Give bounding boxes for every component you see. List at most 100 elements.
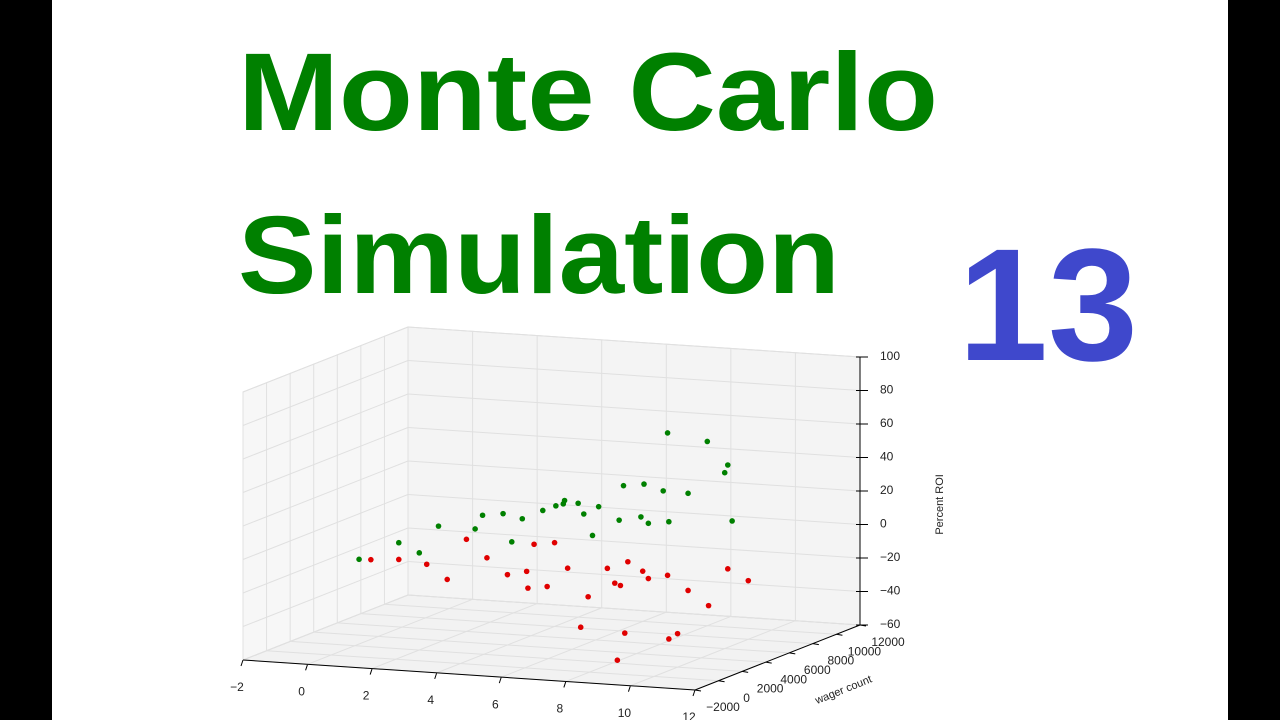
data-point [620,482,627,489]
data-point [674,630,681,637]
grid-line [290,640,743,672]
data-point [589,532,596,539]
data-point [416,550,423,556]
data-point [685,587,691,594]
grid-line [242,527,409,594]
y-tick-label: 4000 [780,672,807,686]
grid-line [242,594,409,661]
tick-mark [563,681,567,688]
x-tick-label: 10 [618,706,632,720]
data-point [664,430,671,436]
grid-line [266,650,719,682]
z-tick-label: 40 [880,450,894,464]
data-point [523,568,530,575]
data-point [395,556,402,563]
grid-line [242,460,409,527]
grid-line [384,603,837,635]
data-point [729,518,735,524]
tick-mark [627,685,631,692]
grid-line [407,460,861,492]
data-point [638,514,644,520]
z-tick-label: 0 [880,517,887,531]
y-tick-label: 10000 [848,644,882,658]
plot-3d: −2 0 2 4 6 8 10 12−2000020004000600080001000012… [230,326,946,720]
episode-number: 13 [958,215,1138,394]
x-tick-label: 6 [492,697,499,711]
grid-line [313,631,766,663]
grid-line [501,611,667,678]
data-point [484,555,490,561]
grid-line [407,527,861,559]
grid-line [630,620,796,687]
tick-mark [434,672,438,680]
grid-line [407,427,861,458]
data-point [614,657,621,663]
grid-line [242,360,409,426]
data-point [625,558,631,565]
y-tick-label: 8000 [828,654,855,668]
z-tick-label: 20 [880,483,894,497]
data-point [561,497,568,504]
grid-line [242,393,409,460]
data-point [551,539,558,546]
data-point [508,539,515,545]
x-tick-label: 12 [682,710,696,720]
axis-line [242,659,696,691]
x-tick-label: 2 [363,689,370,703]
data-point [604,565,611,572]
tick-mark [836,633,843,636]
z-axis-label: Percent ROI [934,474,946,535]
grid-line [407,393,861,425]
data-point [500,510,506,517]
data-point [531,541,537,548]
tick-mark [498,676,502,684]
z-tick-label: −60 [880,617,901,631]
data-point [639,568,646,574]
data-point [724,566,731,572]
y-tick-label: 2000 [757,682,784,696]
grid-line [407,494,861,525]
grid-line [307,598,473,665]
grid-line [436,607,602,674]
grid-line [407,360,861,391]
tick-mark [369,668,373,675]
data-point [553,503,559,509]
data-point [479,512,486,519]
data-point [724,462,731,468]
data-point [423,561,430,568]
grid-line [242,561,409,627]
tick-mark [305,664,309,671]
data-point [564,565,571,571]
z-tick-label: 60 [880,416,894,430]
data-point [504,571,511,578]
data-point [519,515,526,522]
x-tick-label: 4 [427,693,434,707]
data-point [356,556,362,563]
data-point [463,536,470,543]
data-point [645,520,652,527]
data-point [444,576,451,583]
data-point [368,556,374,563]
data-point [395,539,402,546]
grid-line [407,561,861,592]
data-point [621,630,628,636]
grid-line [371,603,538,670]
data-point [544,583,550,590]
grid-line [407,594,861,626]
grid-line [242,427,409,493]
data-point [435,523,442,529]
data-point [472,526,478,532]
title-line: Simulation [238,194,840,317]
data-point [660,488,667,494]
tick-mark [694,689,702,692]
z-tick-label: −20 [880,550,901,564]
data-point [705,602,712,609]
data-point [641,481,647,487]
z-tick-label: 80 [880,383,894,397]
x-tick-label: −2 [230,680,244,694]
data-point [666,636,672,642]
data-point [539,507,546,514]
tick-mark [240,659,244,667]
